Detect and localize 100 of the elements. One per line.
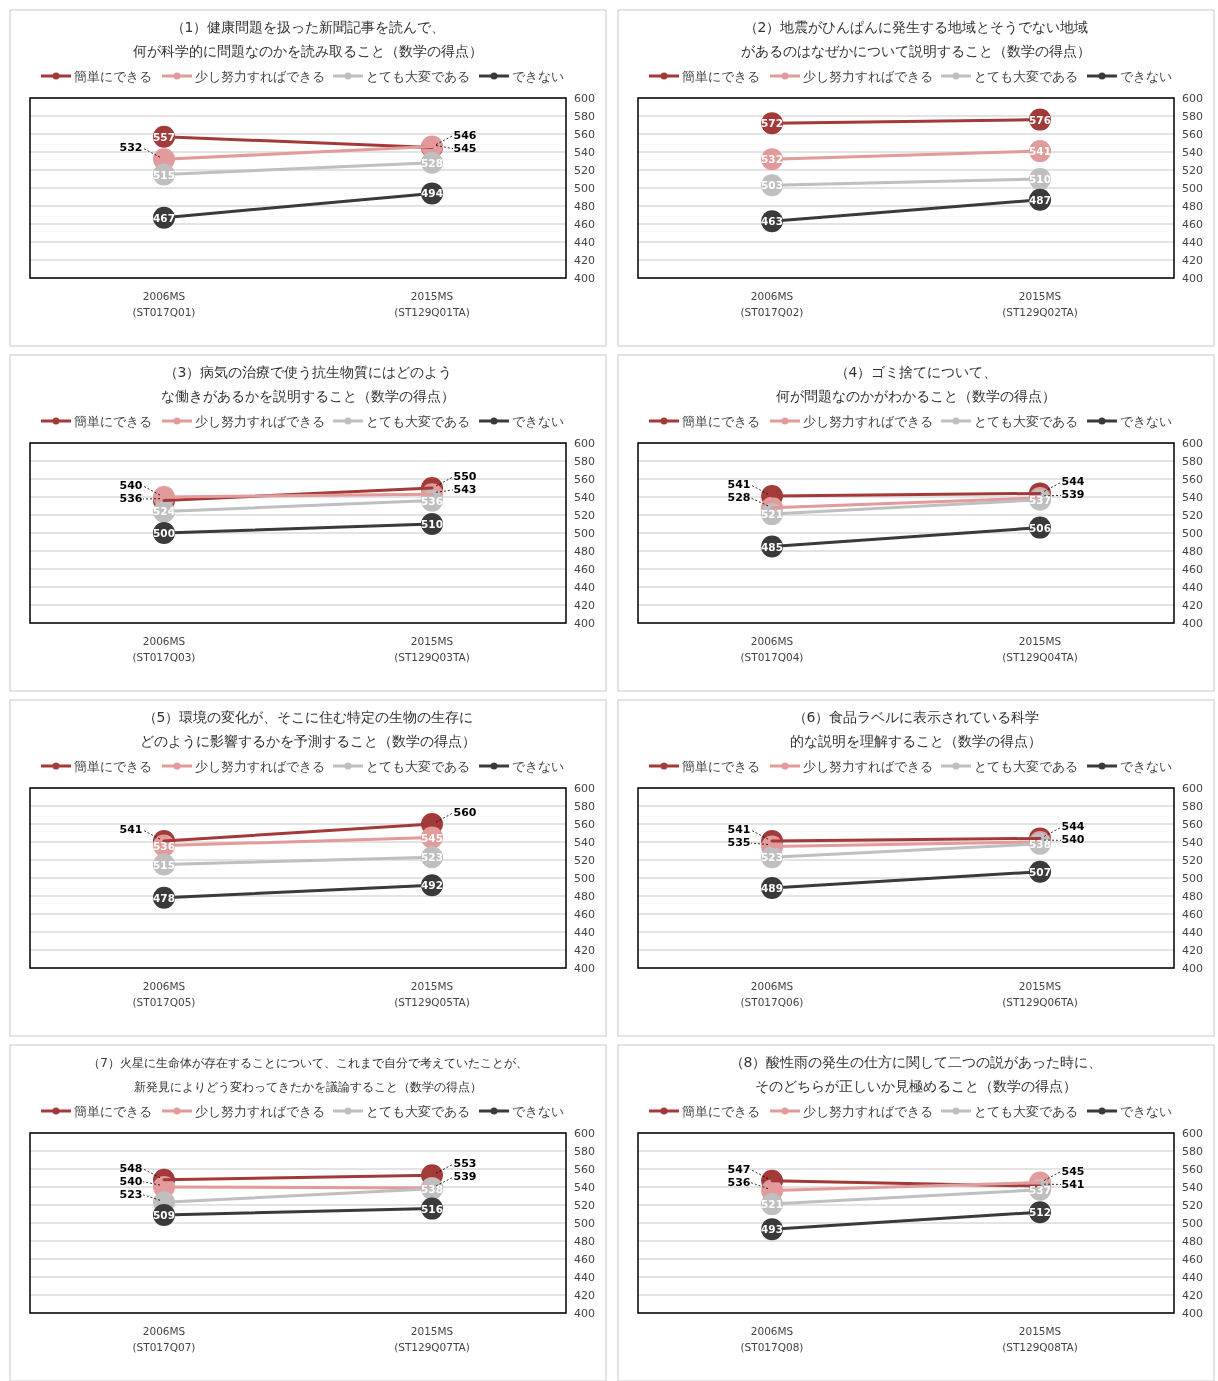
data-label: 494 [421,187,443,200]
x-tick-label: 2015MS (ST129Q06TA) [1002,980,1078,1008]
data-label: 540 [119,479,143,492]
y-tick-label: 480 [1182,200,1203,213]
data-label: 523 [119,1187,143,1201]
data-label: 521 [761,1198,783,1211]
y-tick-label: 600 [574,92,595,105]
legend-label: 少し努力すればできる [195,414,325,429]
data-label: 545 [453,141,477,155]
data-label: 538 [1029,837,1051,850]
x-tick-label: 2006MS (ST017Q04) [740,635,804,663]
data-label: 532 [119,141,143,155]
legend-label: できない [512,69,564,84]
x-tick-label: 2015MS (ST129Q05TA) [394,980,470,1008]
y-tick-label: 440 [574,1271,595,1284]
x-tick-label: 2006MS (ST017Q07) [132,1325,196,1353]
y-tick-label: 480 [1182,1235,1203,1248]
y-tick-label: 500 [1182,182,1203,195]
y-tick-label: 540 [574,1181,595,1194]
data-label: 541 [119,823,143,837]
legend-label: 少し努力すればできる [195,1104,325,1119]
y-tick-label: 500 [1182,872,1203,885]
y-tick-label: 440 [574,236,595,249]
chart-title: （8）酸性雨の発生の仕方に関して二つの説があった時に、そのどちらが正しいか見極めること（数学の得点） [729,1054,1103,1094]
data-label: 528 [421,156,443,169]
y-tick-label: 600 [574,437,595,450]
data-label: 463 [761,215,783,228]
data-label: 500 [153,527,175,539]
data-label: 545 [1061,1164,1085,1178]
x-tick-label: 2015MS (ST129Q07TA) [394,1325,470,1353]
data-label: 523 [761,851,783,864]
y-tick-label: 560 [574,473,595,486]
y-tick-label: 520 [1182,509,1203,522]
y-tick-label: 580 [1182,455,1203,468]
chart-title: （4）ゴミ捨てについて、何が問題なのかがわかること（数学の得点） [776,364,1056,404]
y-tick-label: 500 [574,182,595,195]
legend-label: できない [1120,414,1172,429]
y-tick-label: 560 [574,1163,595,1176]
y-tick-label: 400 [1182,1307,1203,1320]
legend-label: できない [1120,759,1172,774]
data-label: 528 [727,491,751,505]
data-label: 532 [761,153,783,166]
data-label: 550 [453,470,477,483]
data-label: 536 [153,839,175,852]
data-label: 539 [453,1170,477,1184]
data-label: 536 [119,492,143,505]
legend-label: 少し努力すればできる [195,759,325,774]
y-tick-label: 600 [574,782,595,795]
data-label: 540 [119,1174,143,1188]
y-tick-label: 400 [574,272,595,285]
data-label: 478 [153,891,175,904]
y-tick-label: 520 [1182,854,1203,867]
y-tick-label: 580 [574,1145,595,1158]
y-tick-label: 560 [1182,473,1203,486]
y-tick-label: 420 [1182,1289,1203,1302]
legend-label: 簡単にできる [682,414,760,429]
data-label: 540 [1061,833,1085,847]
data-label: 536 [421,494,443,507]
y-tick-label: 480 [1182,545,1203,558]
legend-label: とても大変である [366,69,470,84]
y-tick-label: 520 [574,509,595,522]
x-tick-label: 2015MS (ST129Q01TA) [394,290,470,318]
y-tick-label: 600 [574,1127,595,1140]
legend-label: とても大変である [974,759,1078,774]
x-tick-label: 2006MS (ST017Q06) [740,980,804,1008]
y-tick-label: 580 [1182,110,1203,123]
x-tick-label: 2006MS (ST017Q01) [132,290,196,318]
y-tick-label: 480 [574,1235,595,1248]
data-label: 572 [761,117,783,130]
legend-label: とても大変である [366,414,470,429]
legend-label: できない [512,759,564,774]
y-tick-label: 460 [1182,563,1203,576]
y-tick-label: 460 [1182,218,1203,231]
x-tick-label: 2015MS (ST129Q02TA) [1002,290,1078,318]
data-label: 506 [1029,521,1051,534]
y-tick-label: 420 [574,1289,595,1302]
y-tick-label: 560 [574,128,595,141]
y-tick-label: 520 [574,1199,595,1212]
y-tick-label: 500 [574,1217,595,1230]
chart-title: （5）環境の変化が、そこに住む特定の生物の生存にどのように影響するかを予測すること（数学の得点） [140,709,476,749]
y-tick-label: 460 [574,1253,595,1266]
legend-label: 簡単にできる [74,1104,152,1119]
legend-label: 少し努力すればできる [803,414,933,429]
data-label: 493 [761,1223,783,1236]
data-label: 515 [153,168,175,181]
x-tick-label: 2006MS (ST017Q02) [740,290,804,318]
y-tick-label: 540 [1182,836,1203,849]
legend-label: 簡単にできる [682,759,760,774]
legend-label: 少し努力すればできる [803,1104,933,1119]
data-label: 545 [421,831,443,844]
y-tick-label: 540 [1182,146,1203,159]
y-tick-label: 440 [1182,236,1203,249]
chart-title: （1）健康問題を扱った新聞記事を読んで、何が科学的に問題なのかを読み取ること（数学の得点） [133,19,483,59]
data-label: 547 [727,1162,751,1176]
data-label: 512 [1029,1206,1051,1219]
y-tick-label: 480 [1182,890,1203,903]
data-label: 521 [761,508,783,521]
data-label: 487 [1029,193,1051,206]
legend-label: 簡単にできる [682,1104,760,1119]
y-tick-label: 560 [1182,818,1203,831]
